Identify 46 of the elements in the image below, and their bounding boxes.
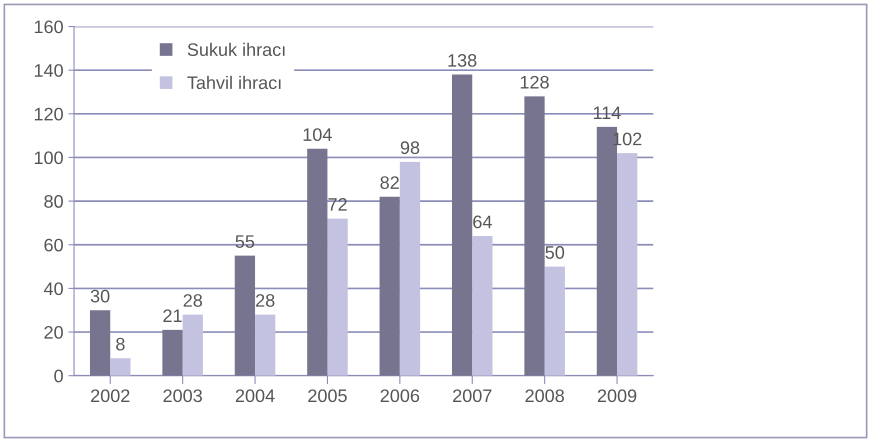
- x-tick-label: 2002: [91, 389, 130, 402]
- y-tick-label: 40: [44, 282, 63, 296]
- data-label: 82: [380, 176, 399, 190]
- bar: [255, 314, 276, 376]
- data-label: 28: [256, 294, 274, 307]
- bar: [327, 218, 348, 376]
- bar: [307, 148, 328, 376]
- data-label: 8: [116, 338, 125, 351]
- y-tick-label: 120: [34, 108, 63, 121]
- bar: [182, 314, 203, 376]
- y-tick-label: 100: [34, 151, 63, 164]
- data-label: 21: [163, 309, 182, 322]
- bar: [400, 162, 420, 376]
- x-tick-label: 2003: [163, 389, 202, 402]
- x-tick-label: 2008: [525, 389, 564, 402]
- x-tick-label: 2004: [236, 389, 275, 402]
- bar: [524, 96, 545, 376]
- legend-label: Tahvil ihracı: [187, 76, 280, 90]
- bar: [110, 358, 131, 376]
- bar: [380, 196, 400, 376]
- data-label: 138: [448, 54, 476, 67]
- data-label: 64: [473, 216, 492, 228]
- x-tick-label: 2006: [380, 389, 420, 402]
- x-tick-label: 2007: [453, 389, 492, 402]
- bar: [472, 236, 493, 376]
- y-tick-label: 0: [54, 370, 63, 382]
- x-tick-label: 2005: [308, 389, 347, 402]
- y-tick-label: 140: [34, 64, 63, 77]
- data-label: 30: [90, 290, 110, 302]
- x-tick-label: 2009: [598, 389, 636, 402]
- bar: [452, 74, 472, 376]
- bar: [544, 266, 565, 376]
- bar: [234, 256, 256, 376]
- data-label: 98: [400, 141, 420, 154]
- y-tick-label: 160: [34, 20, 63, 34]
- y-tick-label: 80: [44, 195, 63, 208]
- bar: [617, 153, 638, 376]
- legend-label: Sukuk ihracı: [188, 42, 285, 56]
- bar: [90, 310, 110, 376]
- data-label: 128: [520, 76, 549, 89]
- y-tick-label: 60: [44, 238, 63, 252]
- data-label: 28: [184, 294, 202, 307]
- bar: [162, 330, 183, 376]
- data-label: 104: [304, 128, 332, 141]
- data-label: 50: [545, 246, 564, 259]
- y-tick-label: 20: [44, 326, 63, 339]
